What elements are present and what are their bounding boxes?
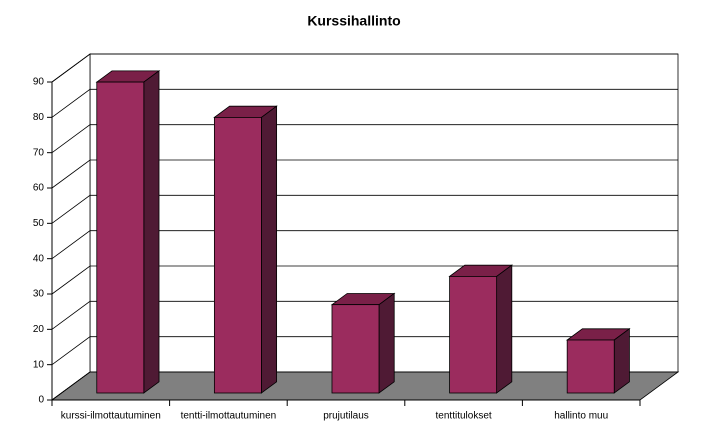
bar-side [261,105,278,394]
y-tick-label: 70 [33,147,45,158]
bar [213,117,262,394]
y-tick-label: 30 [33,289,45,300]
y-tick-label: 40 [33,253,45,264]
grid-line [51,230,678,259]
chart-title: Kurssihallinto [307,13,400,29]
x-tick-label: tenttitulokset [436,411,492,422]
x-tick-label: kurssi-ilmottautuminen [61,411,161,422]
bar [331,304,380,394]
x-tick-label: tentti-ilmottautuminen [181,411,277,422]
bar-side [613,328,630,394]
grid-line [51,88,678,118]
bar [566,339,615,394]
y-tick-label: 20 [33,324,45,335]
grid-line [51,159,678,189]
grid-line [51,124,678,153]
x-tick-label: prujutilaus [323,411,369,422]
grid-line [51,53,678,83]
y-tick-label: 0 [38,395,44,406]
bar-side [378,292,395,394]
bar-side [496,264,513,394]
y-tick-label: 90 [33,77,45,88]
grid-line [51,194,678,224]
y-tick-label: 60 [33,183,45,194]
bar [449,275,498,394]
y-tick-label: 10 [33,359,45,370]
x-tick-label: hallinto muu [554,411,608,422]
bar-side [143,70,160,394]
y-tick-label: 50 [33,218,45,229]
bar [96,81,145,394]
side-wall [51,53,91,401]
y-tick-label: 80 [33,112,45,123]
